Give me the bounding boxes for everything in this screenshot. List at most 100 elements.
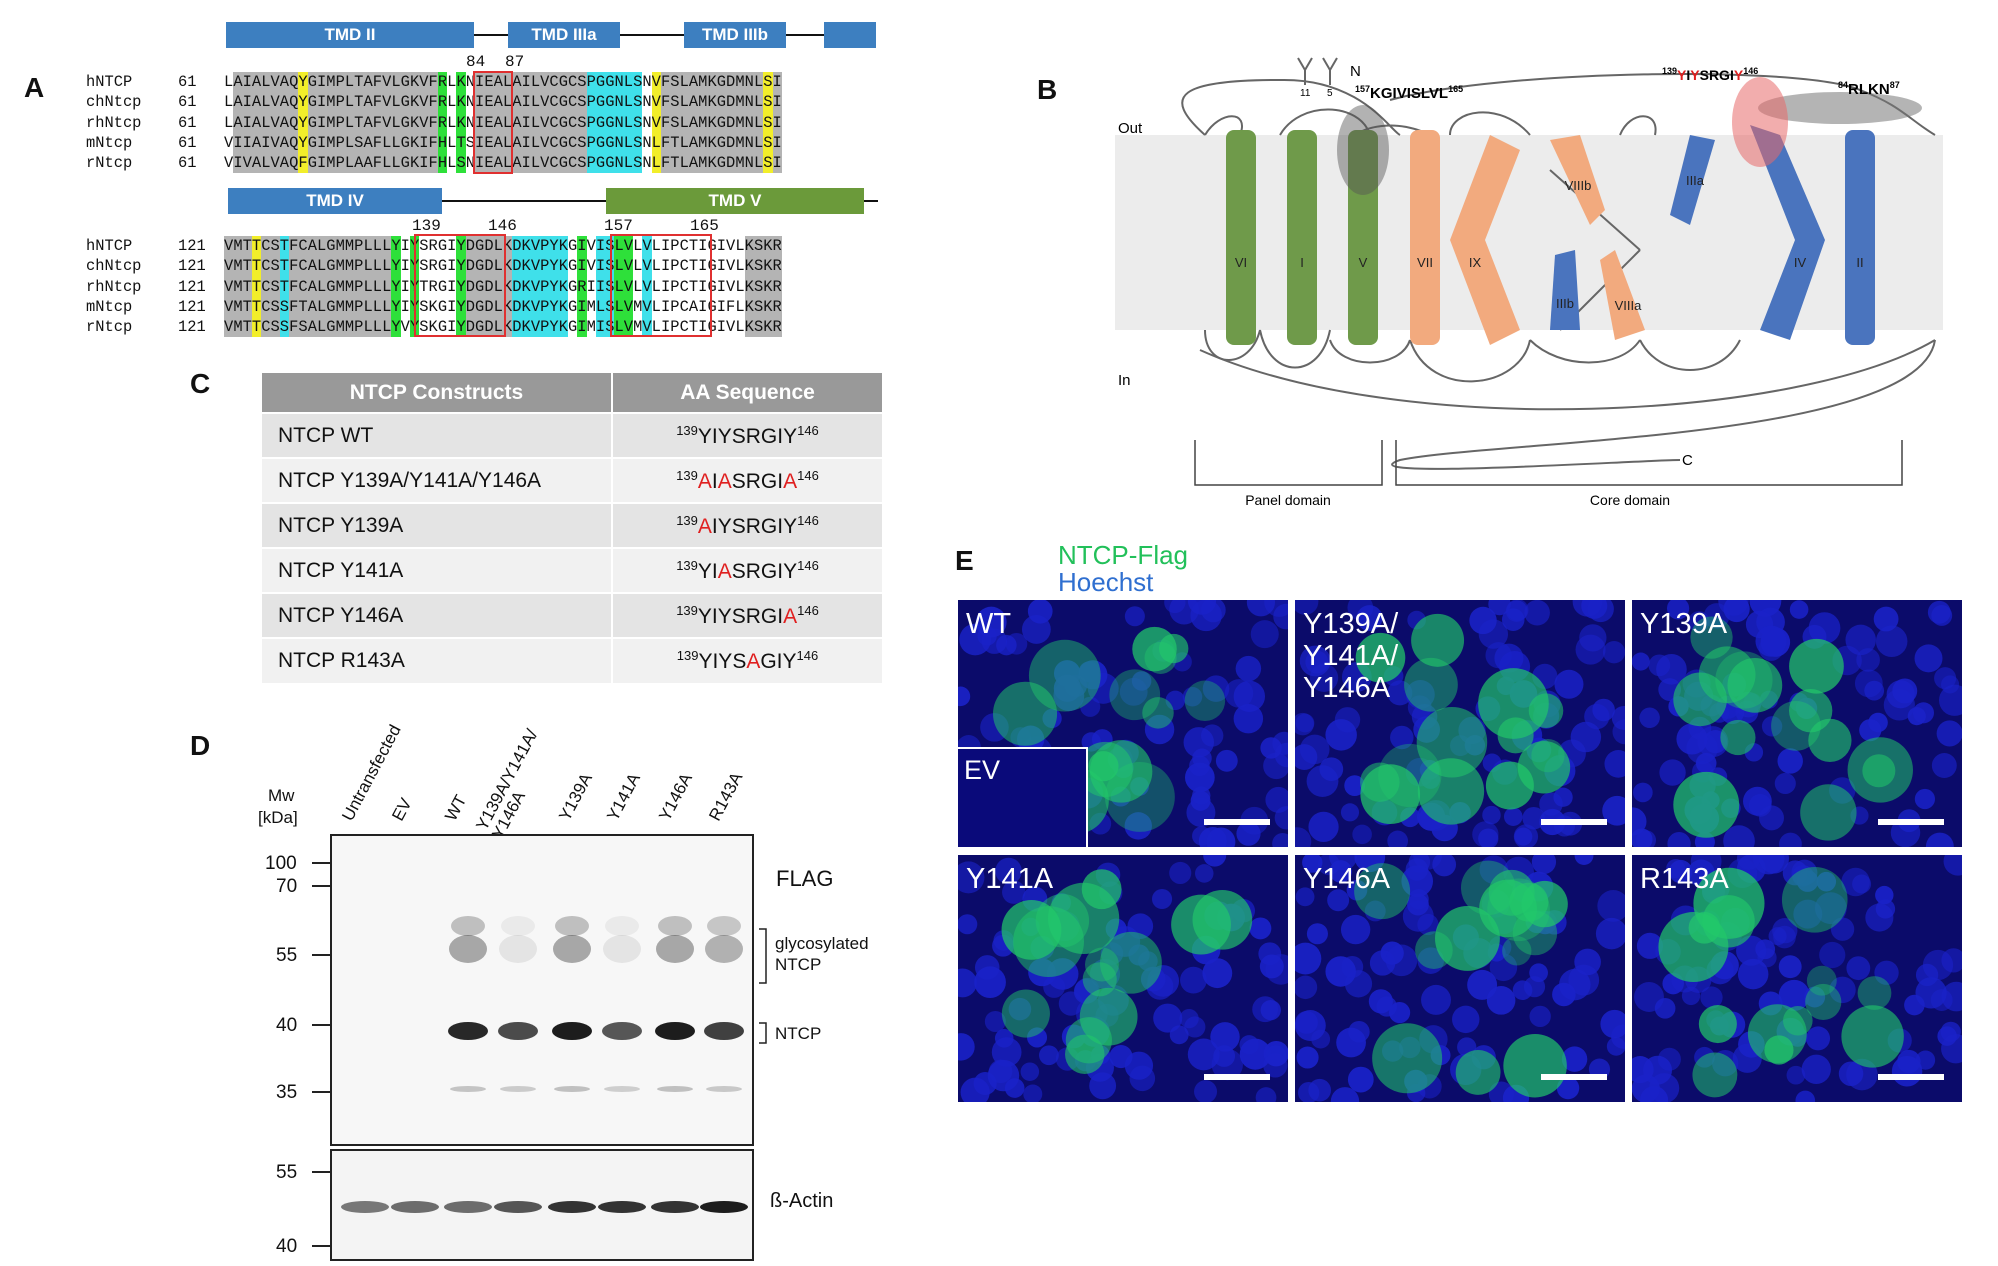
- alignment-row: rNtcp 121 VMTTCSSFSALGMMPLLLYVYSKGIYDGDLKD…: [86, 317, 782, 338]
- position-157: 157: [604, 217, 633, 235]
- alignment-row: chNtcp 121 VMTTCSTFCALGMMPLLLYIYSRGIYDGDLK…: [86, 256, 782, 277]
- construct-name: NTCP Y139A/Y141A/Y146A: [262, 457, 613, 503]
- blot-band: [341, 1201, 389, 1213]
- core-blue-helices: [1550, 125, 1875, 345]
- micrograph-image: [958, 855, 1288, 1102]
- glyco-site-11: 11: [1300, 88, 1311, 99]
- panel-letter-a: A: [24, 72, 45, 103]
- blot-band: [494, 1201, 542, 1213]
- mutated-residue: A: [697, 514, 712, 538]
- species-name: mNtcp: [86, 297, 133, 316]
- construct-sequence: 139YIYSRGIA146: [612, 592, 884, 638]
- n-terminus: N: [1350, 63, 1361, 80]
- micrograph-panel: R143A: [1632, 855, 1962, 1102]
- helix-label-vi: VI: [1235, 255, 1247, 270]
- mutated-residue: A: [783, 469, 798, 493]
- panel-letter-e: E: [955, 545, 974, 576]
- construct-name: NTCP Y146A: [262, 592, 613, 638]
- panel-letter-c: C: [190, 368, 211, 399]
- helix-iiia: [1670, 135, 1715, 225]
- motif-c-label: 84RLKN87: [1838, 80, 1900, 98]
- motif-a-label: 157KGIVISLVL165: [1355, 84, 1463, 102]
- micrograph-image: [1295, 855, 1625, 1102]
- residues: I: [711, 469, 718, 493]
- blot-band: [548, 1201, 596, 1213]
- seq-end: 146: [797, 602, 819, 618]
- micrograph-panel: WT EV: [958, 600, 1288, 847]
- sequence-residues: LAIALVAQYGIMPLTAFVLGKVFRLKNIEALAILVCGCSP…: [224, 72, 782, 93]
- residues: YI: [697, 559, 718, 583]
- loop-lines: [1181, 73, 1936, 470]
- micrograph-panel: Y141A: [958, 855, 1288, 1102]
- position-139: 139: [412, 217, 441, 235]
- tmd-iiib-bar: TMD IIIb: [684, 22, 786, 48]
- construct-row: NTCP Y146A 139YIYSRGIA146: [262, 592, 884, 638]
- marker-40: 40: [276, 1015, 298, 1036]
- scale-bar: [1878, 819, 1944, 825]
- start-position: 61: [178, 154, 197, 173]
- species-name: rNtcp: [86, 154, 133, 173]
- header-constructs: NTCP Constructs: [262, 373, 613, 413]
- helix-viiib: [1550, 135, 1605, 225]
- constructs-table: NTCP Constructs AA Sequence NTCP WT 139YI…: [262, 373, 884, 683]
- blot-band: [498, 1022, 538, 1040]
- construct-row: NTCP WT 139YIYSRGIY146: [262, 412, 884, 458]
- scale-bar: [1204, 819, 1270, 825]
- glyco-bracket: [759, 928, 767, 984]
- blot-band: [603, 935, 641, 963]
- seq-start: 139: [676, 467, 698, 483]
- start-position: 121: [178, 297, 206, 316]
- lane-label: Y146A: [655, 770, 696, 824]
- blot-band: [658, 916, 692, 936]
- blot-band: [598, 1201, 646, 1213]
- tmd-linker-line: [786, 34, 824, 36]
- kda-label: [kDa]: [258, 808, 298, 827]
- tmd-iiia-bar: TMD IIIa: [508, 22, 620, 48]
- sequence-residues: VIVALVAQFGIMPLAAFLLGKIFHLSNIEALAILVCGCSP…: [224, 153, 782, 174]
- helix-vii: [1410, 130, 1440, 345]
- marker-actin-40: 40: [276, 1236, 298, 1257]
- helix-label-viiia: VIIIa: [1615, 298, 1643, 313]
- alignment-row: hNTCP 121 VMTTCSTFCALGMMPLLLYIYSRGIYDGDLKD…: [86, 236, 782, 257]
- species-name: mNtcp: [86, 133, 133, 152]
- residues: YIYS: [698, 650, 747, 673]
- motif-box-84-87: [473, 71, 513, 174]
- species-name: chNtcp: [86, 93, 142, 112]
- ntcp-label: NTCP: [775, 1024, 822, 1043]
- mutated-residue: A: [746, 650, 761, 673]
- blot-band: [651, 1201, 699, 1213]
- start-position: 121: [178, 237, 206, 255]
- construct-name: NTCP R143A: [262, 637, 613, 683]
- marker-actin-55: 55: [276, 1162, 298, 1183]
- ev-inset: EV: [958, 747, 1088, 847]
- micrograph-label: Y146A: [1303, 863, 1391, 895]
- species-name: rhNtcp: [86, 277, 142, 296]
- start-position: 61: [178, 113, 197, 132]
- micrograph-image: [1295, 600, 1625, 847]
- sequence-residues: VMTTCSTFCALGMMPLLLYIYTRGIYDGDLKDKVPYKGRI…: [224, 276, 782, 297]
- helix-ii: [1845, 130, 1875, 345]
- micrograph-image: [1632, 855, 1962, 1102]
- helix-label-iv: IV: [1794, 255, 1807, 270]
- marker-55: 55: [276, 945, 298, 966]
- sequence-residues: LAIALVAQYGIMPLTAFVLGKVFRLKNIEALAILVCGCSP…: [224, 112, 782, 133]
- alignment-row: rNtcp 61 VIVALVAQFGIMPLAAFLLGKIFHLSNIEALAI…: [86, 153, 782, 174]
- seq-end: 146: [797, 467, 819, 483]
- seq-end: 146: [797, 512, 819, 528]
- helix-label-iiia: IIIa: [1686, 173, 1705, 188]
- lane-label: Y139A: [555, 770, 596, 824]
- helix-label-ix: IX: [1469, 255, 1482, 270]
- mutated-residue: A: [783, 604, 798, 628]
- species-name: chNtcp: [86, 257, 142, 276]
- ntcp-topology-diagram: Out In: [1115, 57, 1943, 508]
- micrograph-panel: Y139A: [1632, 600, 1962, 847]
- legend-hoechst: Hoechst: [1058, 567, 1154, 597]
- sequence-residues: VIIAIVAQYGIMPLSAFLLGKIFHLTSIEALAILVCGCSP…: [224, 132, 782, 154]
- helix-label-iiib: IIIb: [1556, 296, 1574, 311]
- motif-a-highlight: [1337, 105, 1389, 195]
- glyco-site-5: 5: [1327, 88, 1333, 99]
- position-165: 165: [690, 217, 719, 235]
- blot-band: [704, 1022, 744, 1040]
- scale-bar: [1541, 819, 1607, 825]
- blot-band: [448, 1022, 488, 1040]
